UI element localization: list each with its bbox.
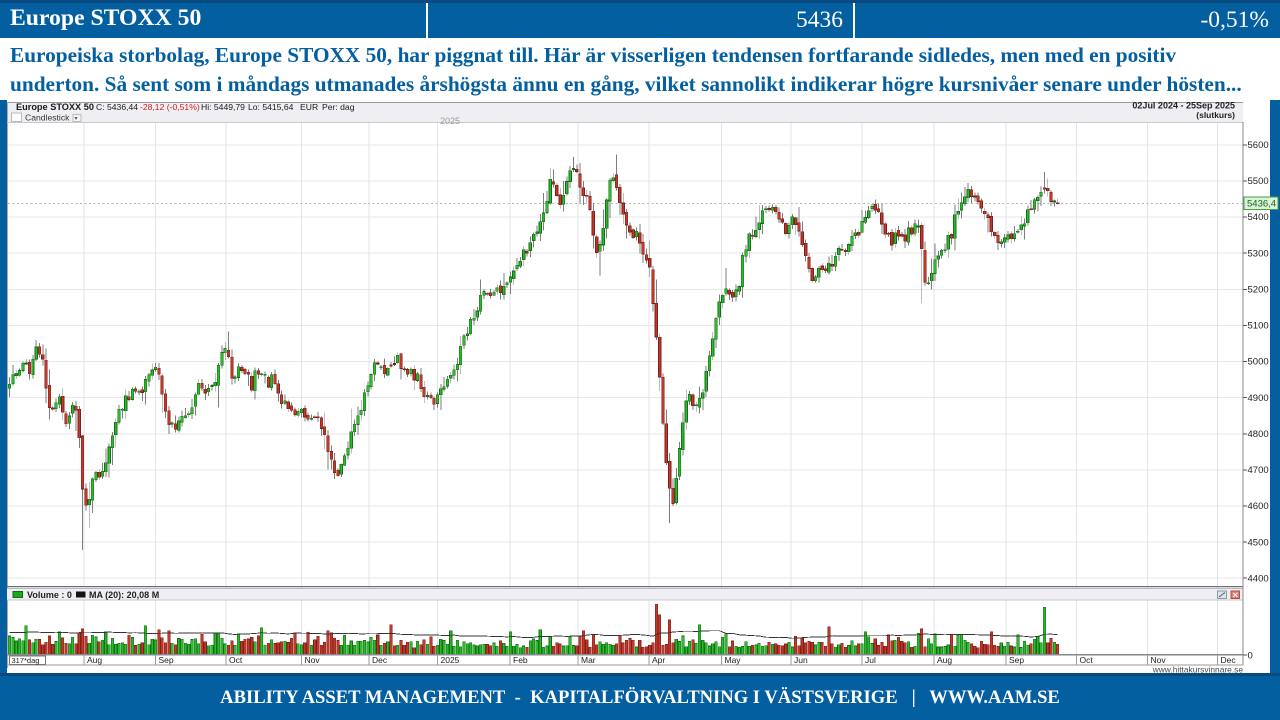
- svg-text:Volume : 0: Volume : 0: [27, 590, 72, 600]
- svg-text:Nov: Nov: [305, 655, 321, 665]
- svg-text:Dec: Dec: [1221, 655, 1237, 665]
- svg-text:2025: 2025: [441, 655, 460, 665]
- svg-text:-28,12 (-0,51%): -28,12 (-0,51%): [140, 102, 200, 112]
- svg-text:4600: 4600: [1248, 501, 1269, 512]
- svg-text:Feb: Feb: [513, 655, 528, 665]
- svg-text:Oct: Oct: [229, 655, 243, 665]
- svg-text:317*dag: 317*dag: [12, 656, 40, 665]
- svg-text:5600: 5600: [1248, 140, 1269, 151]
- svg-text:Jun: Jun: [794, 655, 808, 665]
- svg-text:4500: 4500: [1248, 537, 1269, 548]
- svg-text:MA (20): 20,08 M: MA (20): 20,08 M: [89, 590, 159, 600]
- svg-text:5436,4: 5436,4: [1247, 199, 1276, 210]
- svg-text:Europe STOXX 50: Europe STOXX 50: [16, 102, 94, 112]
- svg-text:www.hittakursvinnare.se: www.hittakursvinnare.se: [1152, 665, 1244, 675]
- svg-text:4400: 4400: [1248, 573, 1269, 584]
- svg-text:Candlestick: Candlestick: [25, 112, 70, 122]
- svg-text:5500: 5500: [1248, 176, 1269, 187]
- svg-text:Nov: Nov: [1151, 655, 1167, 665]
- svg-text:02Jul 2024 - 25Sep 2025: 02Jul 2024 - 25Sep 2025: [1132, 101, 1235, 111]
- svg-text:4900: 4900: [1248, 393, 1269, 404]
- svg-text:4700: 4700: [1248, 465, 1269, 476]
- svg-text:Sep: Sep: [159, 655, 174, 665]
- svg-text:2025: 2025: [440, 116, 460, 126]
- svg-text:May: May: [725, 655, 742, 665]
- svg-text:Aug: Aug: [87, 655, 102, 665]
- svg-text:(slutkurs): (slutkurs): [1196, 110, 1235, 120]
- svg-text:C: 5436,44: C: 5436,44: [96, 102, 138, 112]
- svg-text:Aug: Aug: [937, 655, 952, 665]
- svg-text:4800: 4800: [1248, 429, 1269, 440]
- svg-text:Dec: Dec: [372, 655, 388, 665]
- svg-text:Hi: 5449,79: Hi: 5449,79: [201, 102, 245, 112]
- svg-text:5000: 5000: [1248, 357, 1269, 368]
- svg-text:Lo: 5415,64: Lo: 5415,64: [248, 102, 294, 112]
- svg-text:5300: 5300: [1248, 248, 1269, 259]
- svg-text:0: 0: [1248, 651, 1253, 662]
- svg-text:5200: 5200: [1248, 285, 1269, 296]
- svg-text:Apr: Apr: [652, 655, 665, 665]
- svg-text:EUR: EUR: [300, 102, 318, 112]
- svg-text:Jul: Jul: [865, 655, 876, 665]
- svg-text:▾: ▾: [75, 116, 78, 122]
- svg-text:5100: 5100: [1248, 321, 1269, 332]
- svg-text:5400: 5400: [1248, 212, 1269, 223]
- svg-text:Per: dag: Per: dag: [322, 102, 355, 112]
- svg-text:Mar: Mar: [581, 655, 596, 665]
- svg-text:Oct: Oct: [1080, 655, 1094, 665]
- svg-text:Sep: Sep: [1009, 655, 1024, 665]
